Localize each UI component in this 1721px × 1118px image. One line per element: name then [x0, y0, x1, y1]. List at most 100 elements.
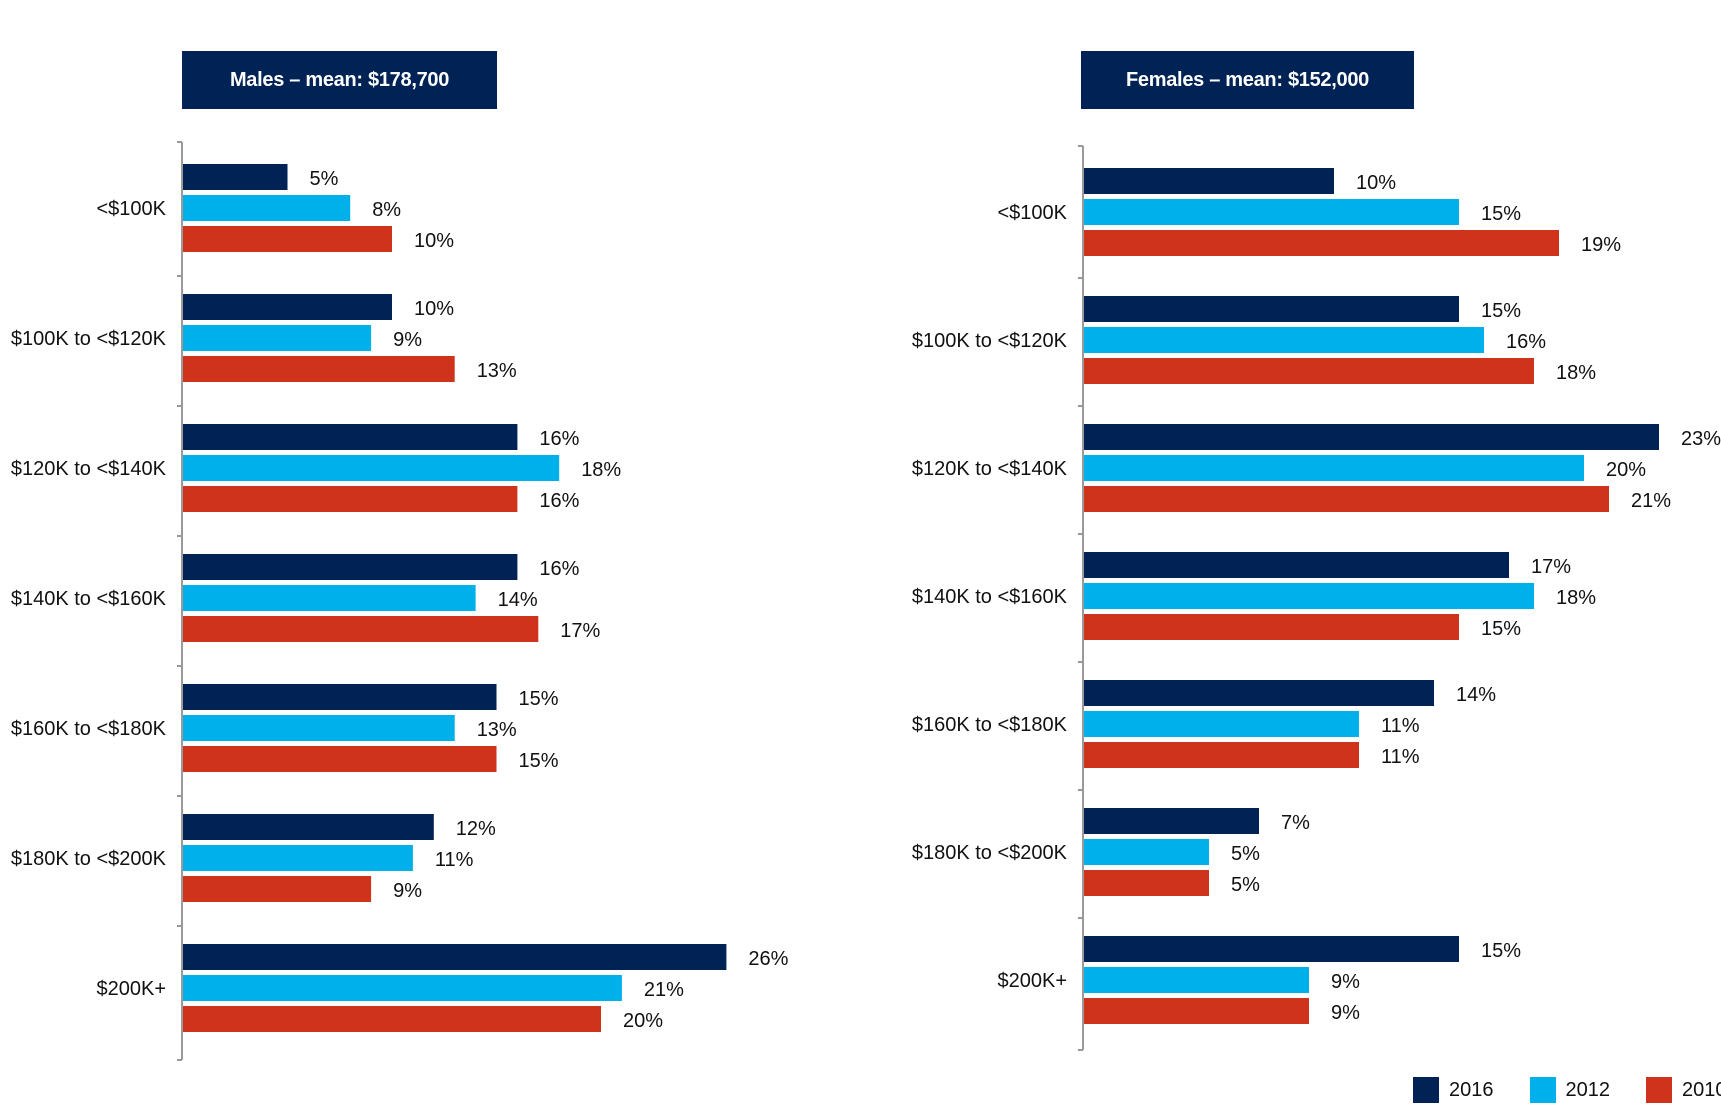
females-category-label: <$100K [997, 202, 1067, 224]
males-bar-2016 [183, 684, 497, 710]
females-bar-2012 [1084, 199, 1459, 225]
females-bar-2016 [1084, 552, 1509, 578]
females-bar-2010 [1084, 614, 1459, 640]
males-category-label: $160K to <$180K [11, 718, 167, 740]
males-category-label: $180K to <$200K [11, 848, 167, 870]
males-bar-2012 [183, 715, 455, 741]
males-bar-2016 [183, 554, 518, 580]
males-bar-2010 [183, 486, 518, 512]
males-category-label: $140K to <$160K [11, 588, 167, 610]
males-data-label: 20% [623, 1010, 663, 1032]
females-bar-2016 [1084, 168, 1334, 194]
males-data-label: 21% [644, 979, 684, 1001]
males-category-label: $200K+ [96, 978, 166, 1000]
females-data-label: 17% [1531, 556, 1571, 578]
legend-label-2016: 2016 [1449, 1078, 1494, 1101]
females-category-label: $140K to <$160K [912, 586, 1068, 608]
legend-swatch-2010 [1646, 1077, 1672, 1103]
legend-swatch-2016 [1413, 1077, 1439, 1103]
legend-item-2010: 2010 [1646, 1077, 1721, 1103]
females-data-label: 15% [1481, 203, 1521, 225]
males-data-label: 8% [372, 199, 401, 221]
females-data-label: 9% [1331, 971, 1360, 993]
legend-item-2016: 2016 [1413, 1077, 1494, 1103]
males-data-label: 9% [393, 329, 422, 351]
females-data-label: 19% [1581, 234, 1621, 256]
males-data-label: 10% [414, 230, 454, 252]
legend-label-2012: 2012 [1565, 1078, 1611, 1101]
males-data-label: 11% [435, 849, 474, 871]
females-bar-2010 [1084, 230, 1559, 256]
males-data-label: 16% [539, 428, 579, 450]
females-bar-2012 [1084, 839, 1209, 865]
females-data-label: 20% [1606, 459, 1646, 481]
males-data-label: 5% [310, 168, 339, 190]
males-category-label: $100K to <$120K [11, 328, 167, 350]
males-chart-title: Males – mean: $178,700 [182, 51, 497, 109]
males-bar-2016 [183, 814, 434, 840]
males-bar-2012 [183, 845, 413, 871]
males-data-label: 17% [560, 620, 600, 642]
males-bar-2010 [183, 1006, 601, 1032]
females-bar-2016 [1084, 808, 1259, 834]
males-data-label: 16% [539, 490, 579, 512]
females-data-label: 11% [1381, 746, 1420, 768]
males-data-label: 14% [498, 589, 538, 611]
males-bar-2012 [183, 585, 476, 611]
females-data-label: 18% [1556, 587, 1596, 609]
females-bar-2016 [1084, 424, 1659, 450]
males-data-label: 12% [456, 818, 496, 840]
females-bar-2016 [1084, 296, 1459, 322]
females-bar-2012 [1084, 711, 1359, 737]
males-bar-2012 [183, 325, 372, 351]
females-category-label: $160K to <$180K [912, 714, 1068, 736]
females-data-label: 18% [1556, 362, 1596, 384]
females-data-label: 10% [1356, 172, 1396, 194]
males-data-label: 13% [477, 719, 517, 741]
females-data-label: 15% [1481, 618, 1521, 640]
females-bar-2016 [1084, 936, 1459, 962]
females-data-label: 5% [1231, 843, 1260, 865]
females-data-label: 7% [1281, 812, 1310, 834]
females-bar-2012 [1084, 455, 1584, 481]
males-data-label: 18% [581, 459, 621, 481]
males-bar-2012 [183, 195, 351, 221]
females-data-label: 14% [1456, 684, 1496, 706]
males-data-label: 26% [748, 948, 788, 970]
males-data-label: 15% [519, 688, 559, 710]
males-data-label: 15% [519, 750, 559, 772]
females-category-label: $180K to <$200K [912, 842, 1068, 864]
females-category-label: $120K to <$140K [912, 458, 1068, 480]
males-data-label: 9% [393, 880, 422, 902]
males-bar-2016 [183, 424, 518, 450]
males-bar-2012 [183, 975, 622, 1001]
females-chart-title: Females – mean: $152,000 [1081, 51, 1414, 109]
males-data-label: 16% [539, 558, 579, 580]
males-bar-2016 [183, 294, 392, 320]
males-category-label: $120K to <$140K [11, 458, 167, 480]
females-data-label: 16% [1506, 331, 1546, 353]
females-data-label: 21% [1631, 490, 1671, 512]
females-bar-2010 [1084, 870, 1209, 896]
males-bar-2010 [183, 876, 372, 902]
males-bar-2016 [183, 944, 727, 970]
males-data-label: 10% [414, 298, 454, 320]
females-bar-2010 [1084, 998, 1309, 1024]
males-category-label: <$100K [96, 198, 166, 220]
legend-label-2010: 2010 [1682, 1078, 1721, 1101]
males-bar-2010 [183, 746, 497, 772]
females-data-label: 11% [1381, 715, 1420, 737]
females-bar-2012 [1084, 327, 1484, 353]
females-data-label: 23% [1681, 428, 1721, 450]
females-category-label: $200K+ [997, 970, 1067, 992]
males-bar-2012 [183, 455, 560, 481]
chart-legend: 2016 2012 2010 [1413, 1077, 1721, 1103]
females-bar-2016 [1084, 680, 1434, 706]
males-bar-2010 [183, 356, 455, 382]
females-bar-2012 [1084, 583, 1534, 609]
females-data-label: 15% [1481, 300, 1521, 322]
females-bar-2012 [1084, 967, 1309, 993]
females-data-label: 9% [1331, 1002, 1360, 1024]
